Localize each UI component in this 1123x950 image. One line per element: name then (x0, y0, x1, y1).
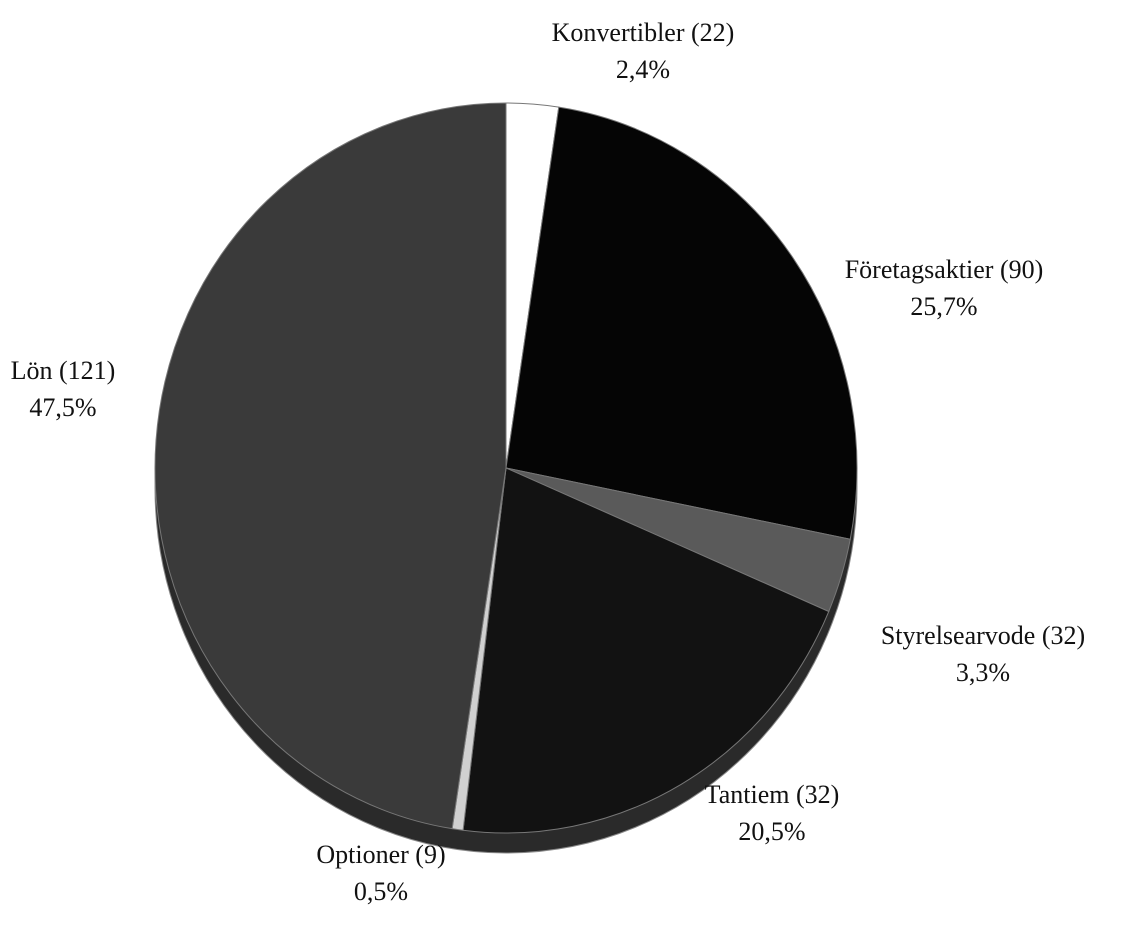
slice-label: Konvertibler (22) (552, 18, 735, 47)
slice-value-label: 3,3% (956, 658, 1010, 687)
slice-value-label: 25,7% (910, 292, 977, 321)
slice-value-label: 0,5% (354, 877, 408, 906)
slice-value-label: 20,5% (738, 817, 805, 846)
slice-value-label: 47,5% (29, 393, 96, 422)
slice-label: Företagsaktier (90) (845, 255, 1044, 284)
slice-label: Styrelsearvode (32) (881, 621, 1085, 650)
slice-label: Tantiem (32) (705, 780, 840, 809)
slice-value-label: 2,4% (616, 55, 670, 84)
pie-slice (462, 467, 830, 834)
slice-label: Optioner (9) (316, 840, 445, 869)
pie-slice (505, 106, 858, 540)
pie-slice (154, 102, 507, 830)
slice-label: Lön (121) (11, 356, 116, 385)
